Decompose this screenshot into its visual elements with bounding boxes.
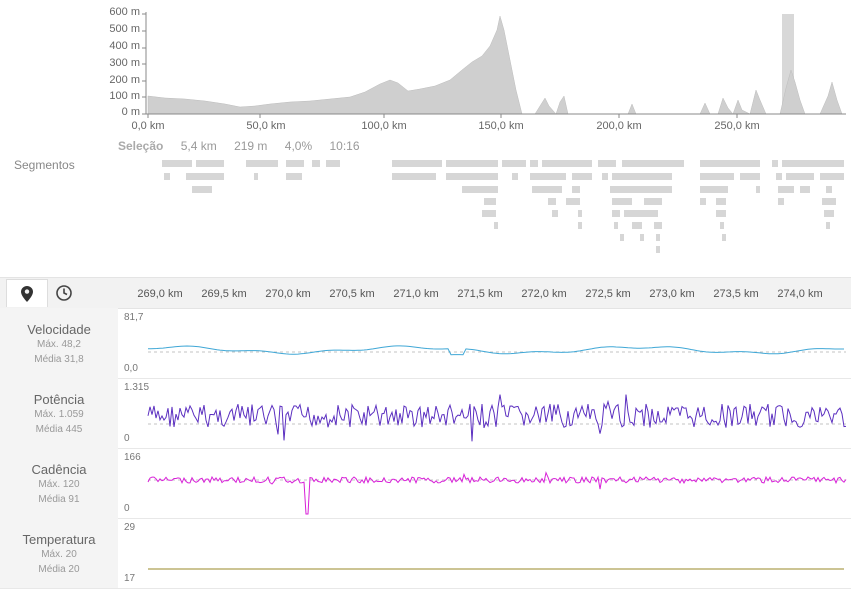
metric-row-temperature[interactable]: Temperatura Máx. 20 Média 20 29 17: [0, 518, 851, 589]
metric-avg: Média 91: [38, 494, 80, 505]
metric-row-cadence[interactable]: Cadência Máx. 120 Média 91 166 0: [0, 448, 851, 519]
metric-line: [147, 394, 847, 442]
selection-grade: 4,0%: [284, 139, 313, 153]
metric-row-power[interactable]: Potência Máx. 1.059 Média 445 1.315 0: [0, 378, 851, 449]
y-tick: 300 m: [109, 57, 140, 69]
scale-min: 0: [124, 433, 130, 444]
selection-summary: Seleção 5,4 km 219 m 4,0% 10:16: [118, 139, 374, 153]
x-tick: 200,0 km: [596, 120, 642, 132]
x-tick: 100,0 km: [361, 120, 407, 132]
power-trace: [147, 394, 847, 442]
cadence-trace: [147, 471, 847, 515]
map-pin-icon: [21, 285, 33, 302]
selection-title: Seleção: [118, 139, 164, 153]
speed-trace: [148, 345, 846, 356]
y-tick: 400 m: [109, 40, 140, 52]
metric-header: Cadência Máx. 120 Média 91: [0, 448, 118, 518]
segments-chart[interactable]: [0, 155, 851, 260]
temperature-trace: [148, 568, 844, 570]
tab-map[interactable]: [6, 279, 48, 307]
metric-max: Máx. 48,2: [37, 339, 81, 350]
metric-avg: Média 445: [35, 424, 83, 435]
selection-elevation: 219 m: [234, 139, 268, 153]
detail-toolbar: 269,0 km 269,5 km 270,0 km 270,5 km 271,…: [0, 277, 851, 309]
scale-max: 81,7: [124, 312, 144, 323]
x-tick: 250,0 km: [714, 120, 760, 132]
x-tick: 0,0 km: [131, 120, 165, 132]
y-tick: 0 m: [121, 106, 140, 118]
detail-x-tick: 272,5 km: [585, 288, 631, 300]
scale-min: 0,0: [124, 363, 138, 374]
metric-header: Temperatura Máx. 20 Média 20: [0, 518, 118, 588]
metric-header: Velocidade Máx. 48,2 Média 31,8: [0, 308, 118, 378]
y-tick: 200 m: [109, 74, 140, 86]
detail-x-tick: 273,5 km: [713, 288, 759, 300]
y-tick: 100 m: [109, 90, 140, 102]
metric-max: Máx. 120: [38, 479, 80, 490]
clock-icon: [56, 284, 72, 301]
metric-title: Temperatura: [22, 532, 96, 547]
detail-x-tick: 272,0 km: [521, 288, 567, 300]
scale-max: 1.315: [124, 382, 150, 393]
detail-x-tick: 274,0 km: [777, 288, 823, 300]
selection-distance: 5,4 km: [180, 139, 217, 153]
x-tick: 50,0 km: [246, 120, 286, 132]
metric-avg: Média 20: [38, 564, 80, 575]
tab-time[interactable]: [44, 279, 84, 306]
detail-x-tick: 270,5 km: [329, 288, 375, 300]
detail-x-tick: 270,0 km: [265, 288, 311, 300]
y-tick: 500 m: [109, 23, 140, 35]
detail-x-tick: 271,5 km: [457, 288, 503, 300]
scale-min: 17: [124, 573, 136, 584]
metric-title: Potência: [33, 392, 85, 407]
elevation-profile: [142, 12, 846, 118]
metric-avg: Média 31,8: [34, 354, 84, 365]
detail-x-tick: 269,5 km: [201, 288, 247, 300]
elevation-chart[interactable]: 600 m 500 m 400 m 300 m 200 m 100 m 0 m …: [0, 0, 851, 135]
metric-header: Potência Máx. 1.059 Média 445: [0, 378, 118, 448]
scale-max: 166: [124, 452, 141, 463]
metric-line: [148, 345, 844, 356]
metric-row-speed[interactable]: Velocidade Máx. 48,2 Média 31,8 81,7 0,0: [0, 308, 851, 379]
x-tick: 150,0 km: [478, 120, 524, 132]
metric-max: Máx. 1.059: [34, 409, 84, 420]
selection-time: 10:16: [329, 139, 360, 153]
scale-min: 0: [124, 503, 130, 514]
detail-x-tick: 273,0 km: [649, 288, 695, 300]
segment-bars: [162, 160, 844, 253]
metric-max: Máx. 20: [41, 549, 77, 560]
segments-label: Segmentos: [14, 158, 75, 172]
metric-line: [147, 471, 847, 515]
scale-max: 29: [124, 522, 136, 533]
metric-title: Cadência: [31, 462, 87, 477]
y-tick: 600 m: [109, 6, 140, 18]
metric-title: Velocidade: [27, 322, 91, 337]
detail-x-tick: 271,0 km: [393, 288, 439, 300]
detail-x-tick: 269,0 km: [137, 288, 183, 300]
